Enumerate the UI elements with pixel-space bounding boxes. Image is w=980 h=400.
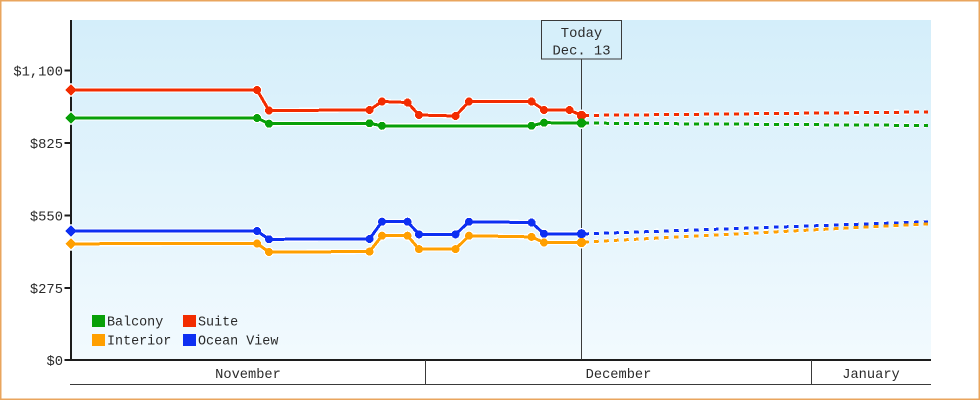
svg-text:November: November	[215, 368, 281, 383]
svg-text:Today: Today	[561, 26, 602, 42]
svg-text:$0: $0	[46, 354, 63, 370]
svg-text:$825: $825	[30, 137, 63, 153]
svg-text:December: December	[586, 368, 652, 383]
svg-text:Suite: Suite	[198, 316, 238, 331]
svg-text:Interior: Interior	[107, 335, 171, 350]
svg-text:Dec. 13: Dec. 13	[553, 45, 611, 60]
svg-text:$550: $550	[30, 210, 63, 226]
svg-text:Balcony: Balcony	[107, 316, 163, 331]
svg-text:$275: $275	[30, 282, 63, 298]
svg-text:$1,100: $1,100	[13, 65, 63, 81]
svg-text:Ocean View: Ocean View	[198, 335, 278, 350]
svg-text:January: January	[842, 368, 900, 383]
